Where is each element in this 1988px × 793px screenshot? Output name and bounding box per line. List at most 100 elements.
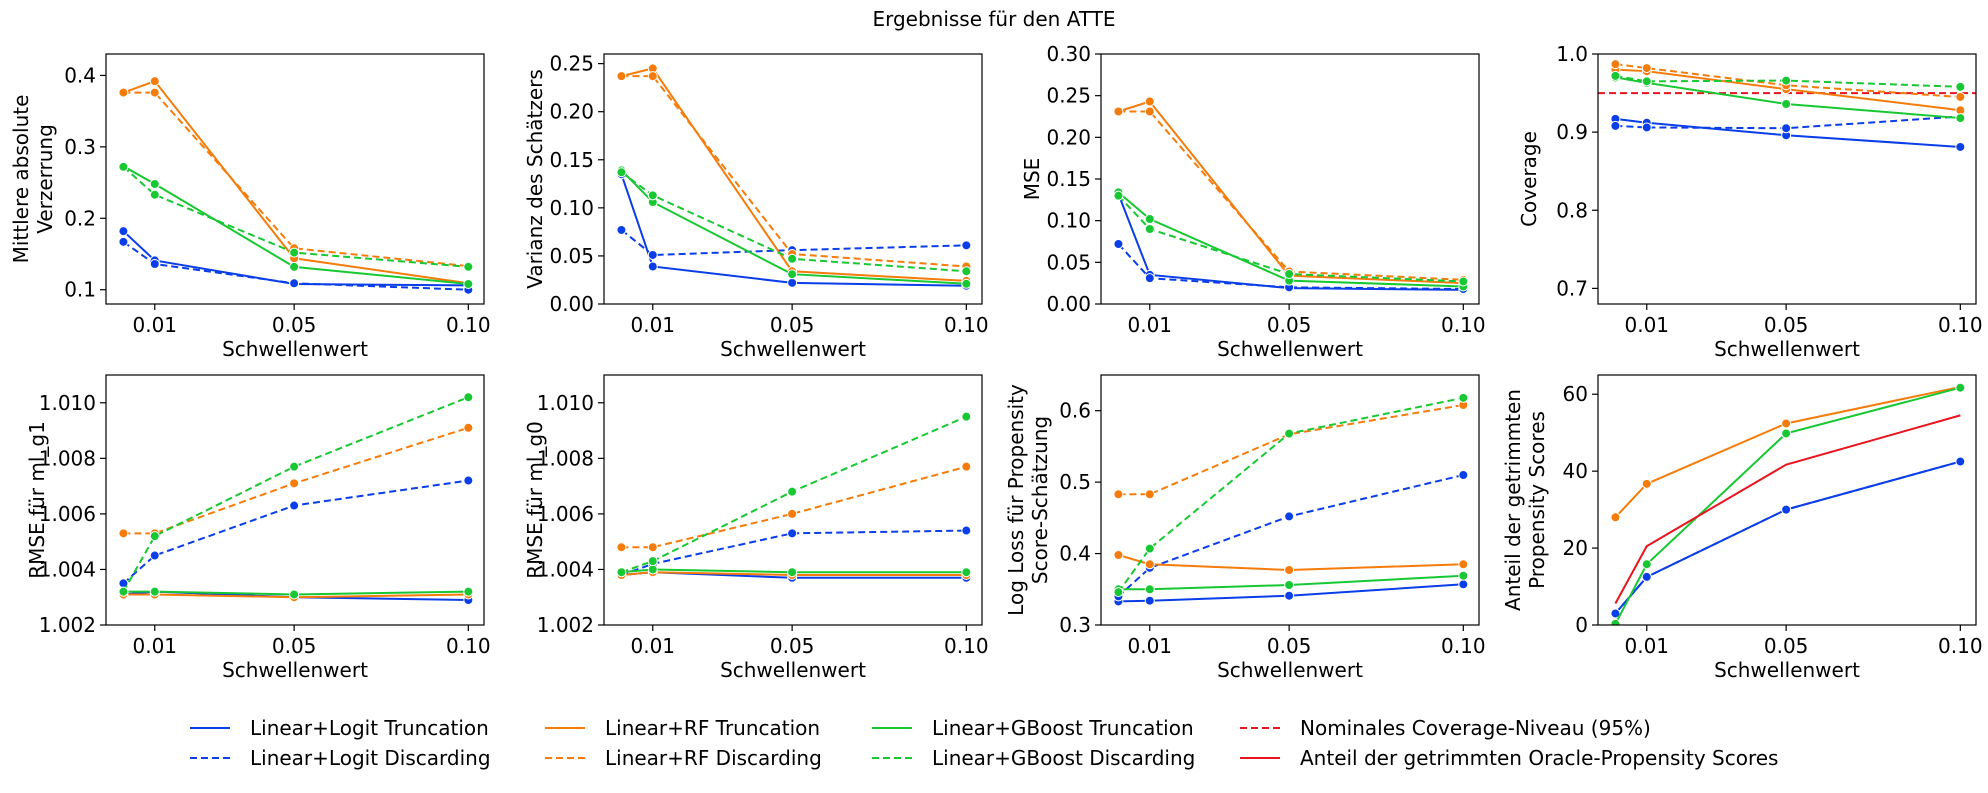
series-line — [1117, 194, 1464, 283]
series-line — [621, 529, 967, 576]
data-point — [1610, 70, 1621, 81]
series-line — [1118, 583, 1464, 603]
legend-entry: Linear+GBoost Truncation — [872, 716, 1194, 740]
data-point — [463, 392, 474, 403]
data-point — [961, 411, 972, 422]
figure-title: Ergebnisse für den ATTE — [872, 7, 1115, 31]
data-point — [463, 261, 474, 272]
series-line — [621, 571, 967, 576]
y-tick-label: 0.3 — [1059, 613, 1091, 637]
series-linear-gboost-discarding — [616, 167, 972, 277]
data-point — [1610, 59, 1621, 70]
data-point — [149, 586, 160, 597]
x-axis-label: Schwellenwert — [1217, 658, 1363, 682]
data-point — [1641, 478, 1652, 489]
data-point — [1458, 570, 1469, 581]
data-point — [1113, 550, 1124, 560]
data-point — [289, 261, 300, 272]
series-line — [123, 593, 469, 599]
data-point — [616, 71, 627, 82]
data-point — [1458, 579, 1469, 590]
y-axis-label: Log Loss für PropensityScore-Schätzung — [1004, 384, 1052, 616]
series-line — [1117, 193, 1464, 291]
x-axis-label: Schwellenwert — [1714, 337, 1860, 361]
legend-entry: Linear+GBoost Discarding — [872, 746, 1195, 770]
y-tick-label: 0.25 — [1046, 84, 1091, 108]
data-point — [647, 261, 658, 272]
x-tick-label: 0.05 — [770, 634, 815, 658]
y-tick-label: 0.4 — [1059, 542, 1091, 566]
y-tick-label: 0.15 — [549, 148, 594, 172]
series-line — [1614, 386, 1961, 625]
x-tick-label: 0.10 — [1441, 313, 1486, 337]
x-tick-label: 0.01 — [631, 634, 676, 658]
y-tick-label: 1.002 — [39, 613, 96, 637]
y-tick-label: 0.8 — [1556, 198, 1588, 222]
data-point — [961, 461, 972, 472]
legend-label: Linear+RF Truncation — [605, 716, 820, 740]
x-tick-label: 0.01 — [133, 313, 178, 337]
series-line — [122, 479, 469, 585]
data-point — [961, 266, 972, 277]
y-tick-label: 0.5 — [1059, 470, 1091, 494]
series-linear-gboost-discarding — [1610, 70, 1966, 92]
x-tick-label: 0.10 — [1938, 313, 1983, 337]
y-tick-label: 0.20 — [549, 100, 594, 124]
data-point — [1641, 122, 1652, 133]
y-tick-label: 0.1 — [64, 278, 96, 302]
legend-entry: Linear+Logit Truncation — [190, 716, 489, 740]
x-tick-label: 0.10 — [1441, 634, 1486, 658]
data-point — [787, 269, 798, 280]
series-line — [123, 426, 469, 535]
series-line — [1118, 110, 1464, 281]
data-point — [289, 478, 300, 489]
y-tick-label: 0.20 — [1046, 125, 1091, 149]
data-point — [647, 71, 658, 82]
data-point — [1284, 565, 1295, 575]
y-tick-label: 0.10 — [1046, 209, 1091, 233]
data-point — [787, 253, 798, 264]
data-point — [1610, 618, 1621, 625]
subplot-grid: 0.1 0.2 0.3 0.4 0.01 0.05 0.10 Schwellenwert Mit… — [9, 42, 1983, 682]
data-point — [1144, 489, 1155, 500]
data-point — [1144, 214, 1155, 224]
plot-area — [616, 411, 972, 583]
y-axis-label: MSE — [1020, 158, 1044, 201]
data-point — [1144, 96, 1155, 107]
data-point — [149, 531, 160, 542]
series-line — [1615, 76, 1961, 120]
data-point — [1955, 382, 1966, 393]
x-tick-label: 0.05 — [1267, 634, 1312, 658]
y-axis-label: Coverage — [1517, 131, 1541, 227]
y-tick-label: 1.008 — [537, 446, 594, 470]
data-point — [1144, 584, 1155, 595]
legend-label: Linear+GBoost Truncation — [932, 716, 1194, 740]
axes-frame — [105, 53, 485, 305]
data-point — [1955, 141, 1966, 152]
x-tick-label: 0.01 — [1625, 634, 1670, 658]
subplot-7: 0.3 0.4 0.5 0.6 0.01 0.05 0.10 Schwellenwert Log… — [1004, 374, 1486, 682]
subplot-2: 0.00 0.05 0.10 0.15 0.20 0.25 0.01 0.05 0.10 Schw… — [523, 52, 989, 361]
series-linear-gboost-discarding — [1113, 190, 1469, 287]
series-line — [122, 396, 469, 593]
x-tick-label: 0.05 — [272, 634, 317, 658]
y-tick-label: 60 — [1563, 382, 1588, 406]
data-point — [647, 564, 658, 575]
y-tick-label: 0.05 — [549, 244, 594, 268]
series-line — [122, 230, 469, 287]
data-point — [1781, 428, 1792, 439]
data-point — [1955, 113, 1966, 124]
data-point — [1113, 106, 1124, 117]
data-point — [118, 87, 129, 98]
data-point — [961, 278, 972, 289]
data-point — [787, 567, 798, 578]
axes-frame — [105, 374, 485, 626]
x-tick-label: 0.10 — [1938, 634, 1983, 658]
series-line — [1614, 385, 1961, 518]
data-point — [1641, 571, 1652, 582]
data-point — [1113, 190, 1124, 201]
x-tick-label: 0.10 — [446, 634, 491, 658]
series-line — [621, 67, 967, 282]
data-point — [1284, 511, 1295, 522]
